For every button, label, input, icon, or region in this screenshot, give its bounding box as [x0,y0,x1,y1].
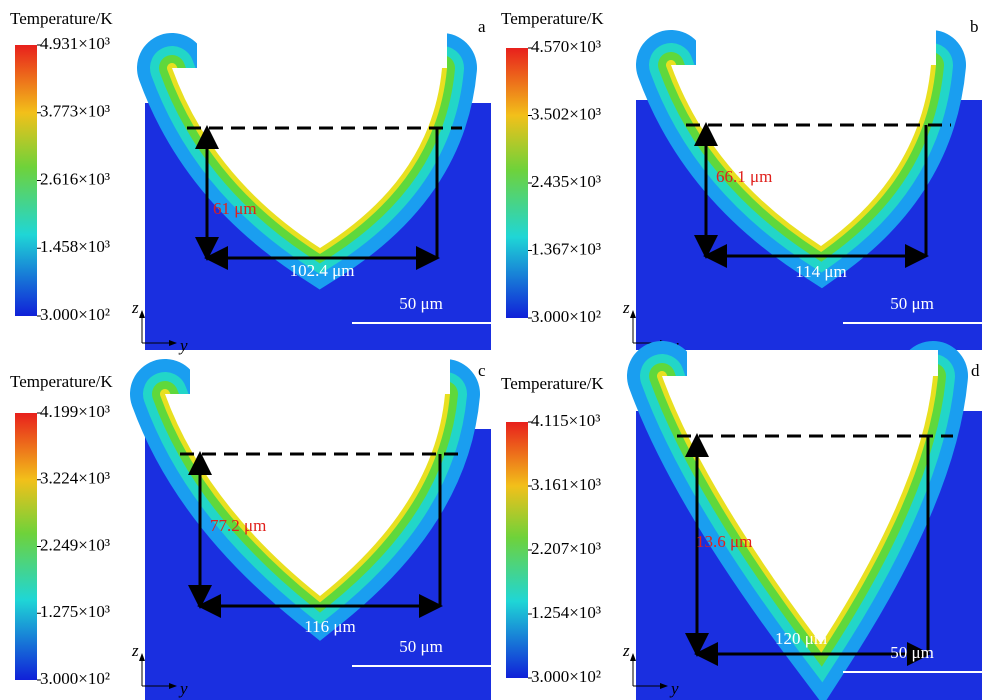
colorbar-tick-label: 2.435×10³ [531,172,601,191]
depth-label: 13.6 μm [696,532,752,551]
panel-letter: d [971,361,980,380]
colorbar-tick-label: 2.249×10³ [40,535,110,554]
z-axis-label: z [622,641,630,660]
z-axis-label: z [131,641,139,660]
keyhole [172,68,442,248]
panel-letter: b [970,17,979,36]
y-axis-label: y [669,679,679,698]
colorbar-tick-label: 4.199×10³ [40,402,110,421]
keyhole [662,376,933,644]
colorbar-title: Temperature/K [501,9,604,28]
colorbar [15,413,37,680]
scale-bar-label: 50 μm [399,294,443,313]
colorbar-tick-label: 4.931×10³ [40,34,110,53]
colorbar [15,45,37,316]
colorbar-title: Temperature/K [501,374,604,393]
depth-label: 61 μm [213,199,257,218]
colorbar-tick-label: 3.000×10² [531,667,601,686]
width-label: 120 μm [775,629,827,648]
panel: Temperature/K 4.931×10³ 3.773×10³ 2.616×10³… [10,0,491,355]
width-label: 102.4 μm [290,261,355,280]
scale-bar-label: 50 μm [890,294,934,313]
depth-label: 66.1 μm [716,167,772,186]
colorbar-tick-label: 1.458×10³ [40,237,110,256]
scale-bar-label: 50 μm [890,643,934,662]
panel: Temperature/K 4.570×10³ 3.502×10³ 2.435×10³… [501,0,982,355]
y-axis-label: y [178,336,188,355]
panel: Temperature/K 4.115×10³ 3.161×10³ 2.207×10³… [501,341,982,700]
colorbar [506,422,528,678]
colorbar [506,48,528,318]
keyhole [671,65,931,246]
colorbar-tick-label: 3.502×10³ [531,104,601,123]
width-label: 116 μm [304,617,355,636]
depth-label: 77.2 μm [210,516,266,535]
void-top [687,350,938,376]
colorbar-tick-label: 2.616×10³ [40,169,110,188]
colorbar-tick-label: 3.000×10² [40,305,110,324]
colorbar-title: Temperature/K [10,372,113,391]
z-axis-label: z [622,298,630,317]
colorbar-tick-label: 3.773×10³ [40,102,110,121]
keyhole [165,394,445,596]
colorbar-tick-label: 4.570×10³ [531,37,601,56]
colorbar-tick-label: 4.115×10³ [531,411,600,430]
void-top [197,0,447,68]
colorbar-tick-label: 2.207×10³ [531,539,601,558]
panel: Temperature/K 4.199×10³ 3.224×10³ 2.249×10³… [10,350,491,700]
colorbar-tick-label: 3.161×10³ [531,475,601,494]
scale-bar-label: 50 μm [399,637,443,656]
colorbar-tick-label: 3.224×10³ [40,469,110,488]
y-axis-label: y [178,679,188,698]
colorbar-title: Temperature/K [10,9,113,28]
width-label: 114 μm [795,262,846,281]
void-top [190,350,450,394]
colorbar-tick-label: 3.000×10² [40,669,110,688]
void-top [696,0,936,65]
colorbar-tick-label: 3.000×10² [531,307,601,326]
colorbar-tick-label: 1.275×10³ [40,602,110,621]
panel-letter: a [478,17,486,36]
z-axis-label: z [131,298,139,317]
colorbar-tick-label: 1.367×10³ [531,239,601,258]
colorbar-tick-label: 1.254×10³ [531,603,601,622]
panel-letter: c [478,361,486,380]
